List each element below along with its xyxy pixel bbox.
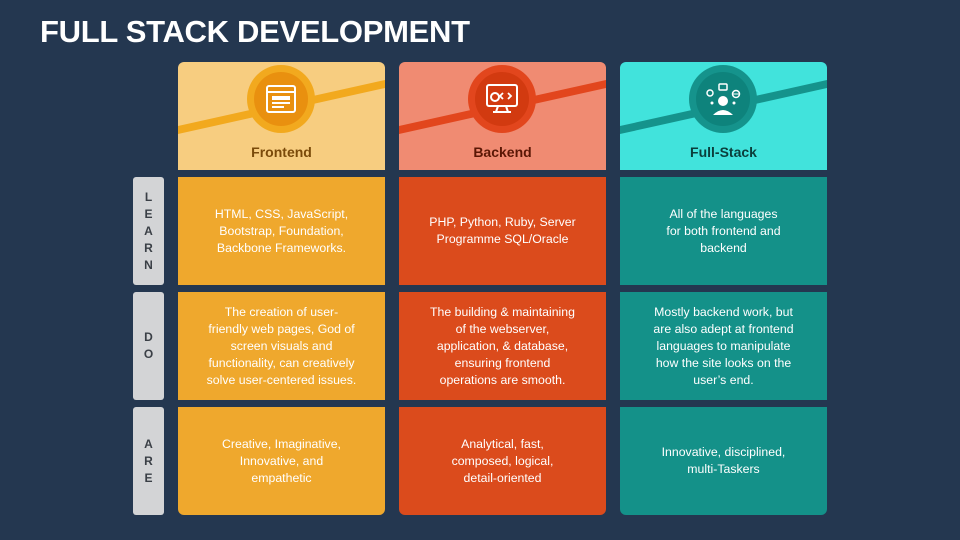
row-label-do: D O <box>133 292 164 400</box>
backend-do-cell: The building & maintaining of the webser… <box>399 292 606 400</box>
frontend-are-cell: Creative, Imaginative, Innovative, and e… <box>178 407 385 515</box>
header-full-stack: Full-Stack <box>620 62 827 170</box>
row-label-letter: E <box>144 470 153 485</box>
column-title-frontend: Frontend <box>251 144 312 160</box>
row-label-letter: O <box>143 347 154 361</box>
cell-text: PHP, Python, Ruby, Server Programme SQL/… <box>429 215 576 246</box>
cell-text: All of the languages for both frontend a… <box>666 206 781 255</box>
developer-icon <box>706 83 741 115</box>
full-stack-learn-cell: All of the languages for both frontend a… <box>620 177 827 285</box>
header-backend: Backend <box>399 62 606 170</box>
backend-learn-cell: PHP, Python, Ruby, Server Programme SQL/… <box>399 177 606 285</box>
column-title-full-stack: Full-Stack <box>690 144 757 160</box>
row-label-letter: D <box>144 330 153 344</box>
row-label-learn: L E A R N <box>133 177 164 285</box>
frontend-do-cell: The creation of user-friendly web pages,… <box>178 292 385 400</box>
web-page-icon <box>266 85 296 113</box>
cell-text: Creative, Imaginative, Innovative, and e… <box>222 436 341 485</box>
frontend-learn-cell: HTML, CSS, JavaScript, Bootstrap, Founda… <box>178 177 385 285</box>
row-label-letter: R <box>144 453 153 468</box>
column-title-backend: Backend <box>473 144 532 160</box>
page-title: FULL STACK DEVELOPMENT <box>40 14 470 49</box>
row-label-letter: N <box>144 257 153 272</box>
row-label-letter: A <box>144 436 153 451</box>
full-stack-are-cell: Innovative, disciplined, multi-Taskers <box>620 407 827 515</box>
row-label-letter: E <box>144 206 153 221</box>
server-code-icon-badge <box>468 65 536 133</box>
full-stack-do-cell: Mostly backend work, but are also adept … <box>620 292 827 400</box>
row-label-are: A R E <box>133 407 164 515</box>
row-label-letter: A <box>144 223 153 238</box>
row-label-letter: R <box>144 240 153 255</box>
row-label-letter: L <box>144 189 153 204</box>
cell-text: Analytical, fast, composed, logical, det… <box>451 436 554 485</box>
cell-text: HTML, CSS, JavaScript, Bootstrap, Founda… <box>214 206 349 255</box>
cell-text: The creation of user-friendly web pages,… <box>206 304 357 387</box>
cell-text: Innovative, disciplined, multi-Taskers <box>661 445 786 476</box>
cell-text: Mostly backend work, but are also adept … <box>653 304 794 387</box>
server-code-icon <box>486 84 518 113</box>
web-page-icon-badge <box>247 65 315 133</box>
cell-text: The building & maintaining of the webser… <box>430 304 575 387</box>
backend-are-cell: Analytical, fast, composed, logical, det… <box>399 407 606 515</box>
header-frontend: Frontend <box>178 62 385 170</box>
developer-icon-badge <box>689 65 757 133</box>
